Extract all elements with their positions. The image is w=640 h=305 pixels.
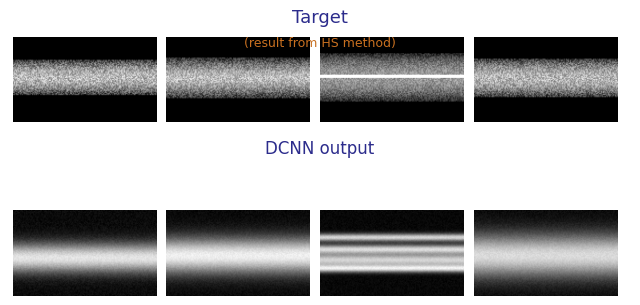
Text: DCNN output: DCNN output — [266, 140, 374, 158]
Text: (result from HS method): (result from HS method) — [244, 37, 396, 50]
Text: Target: Target — [292, 9, 348, 27]
